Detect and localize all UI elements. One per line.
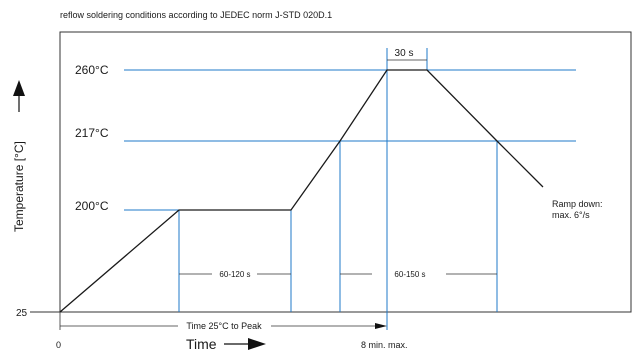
y-tick-25: 25 (16, 308, 28, 319)
time-to-peak-arrowhead (375, 323, 387, 329)
x-axis-arrowhead (248, 338, 266, 350)
chart-title: reflow soldering conditions according to… (60, 10, 332, 20)
annotation-preheat: 60-120 s (219, 270, 250, 279)
y-axis-arrowhead (13, 80, 25, 96)
annotation-liquidus: 60-150 s (394, 270, 425, 279)
y-tick-217: 217°C (75, 126, 109, 140)
annotation-ramp-down-1: Ramp down: (552, 199, 603, 209)
annotation-peak-time: 30 s (395, 48, 414, 59)
x-tick-0: 0 (56, 340, 61, 350)
x-axis-label: Time (186, 336, 217, 352)
y-tick-200: 200°C (75, 199, 109, 213)
annotation-time-to-peak: Time 25°C to Peak (186, 321, 262, 331)
plot-frame (59, 31, 632, 313)
annotation-ramp-down-2: max. 6°/s (552, 210, 590, 220)
x-tick-8min: 8 min. max. (361, 340, 408, 350)
y-axis-label: Temperature [°C] (12, 141, 26, 232)
y-tick-260: 260°C (75, 63, 109, 77)
temperature-profile-line (59, 69, 544, 313)
